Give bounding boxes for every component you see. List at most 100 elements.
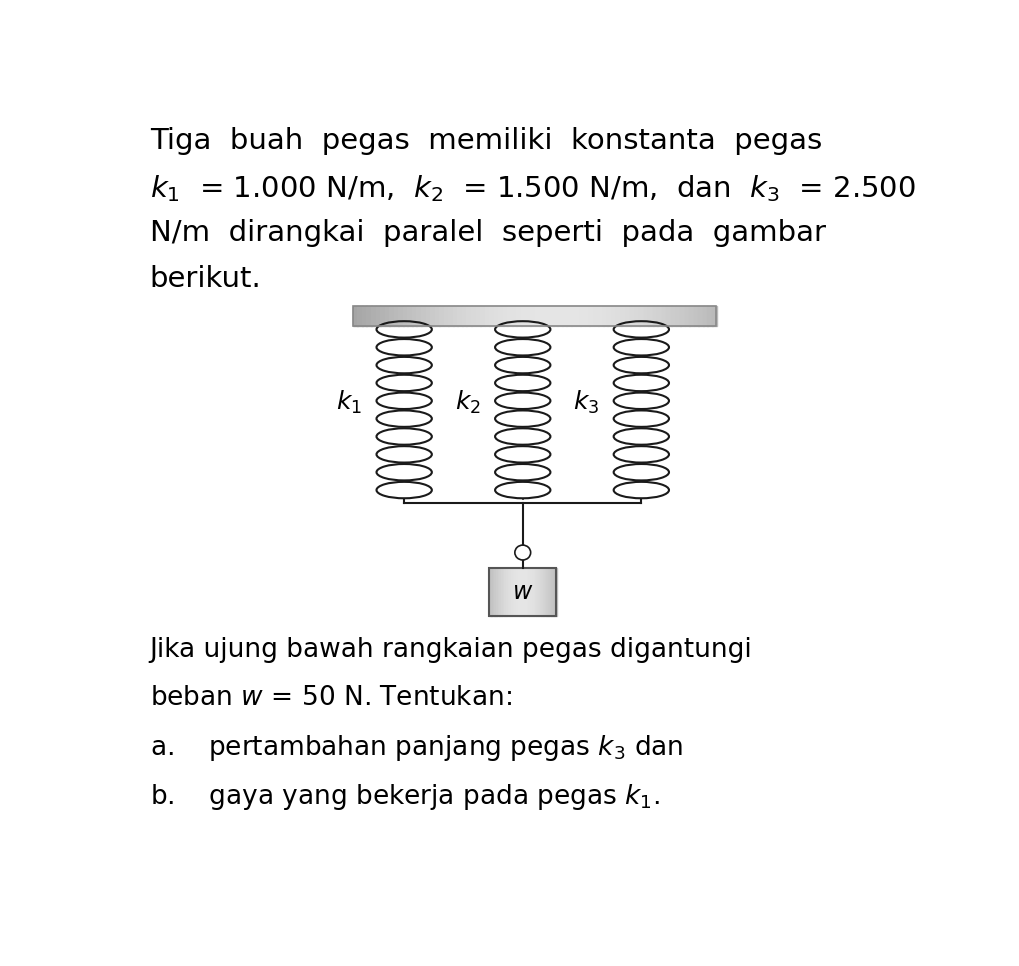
Bar: [489, 568, 555, 616]
Bar: [571, 305, 576, 327]
Text: $w$: $w$: [512, 580, 533, 604]
Bar: [526, 568, 528, 616]
Bar: [556, 305, 562, 327]
Bar: [380, 305, 385, 327]
Bar: [492, 568, 494, 616]
Ellipse shape: [613, 464, 668, 480]
Bar: [512, 305, 517, 327]
Bar: [375, 305, 380, 327]
Bar: [495, 568, 498, 616]
Bar: [550, 568, 553, 616]
Bar: [689, 305, 694, 327]
Ellipse shape: [613, 321, 668, 337]
Bar: [466, 305, 472, 327]
Bar: [698, 305, 703, 327]
Bar: [371, 305, 376, 327]
Bar: [516, 568, 518, 616]
Bar: [534, 305, 539, 327]
Bar: [508, 568, 512, 616]
Ellipse shape: [376, 356, 431, 373]
Ellipse shape: [613, 375, 668, 391]
Bar: [541, 568, 543, 616]
Ellipse shape: [376, 375, 431, 391]
Bar: [498, 568, 501, 616]
Bar: [353, 305, 358, 327]
Ellipse shape: [494, 411, 550, 427]
Bar: [693, 305, 698, 327]
Bar: [357, 305, 363, 327]
Ellipse shape: [494, 482, 550, 498]
Bar: [384, 305, 389, 327]
Bar: [531, 568, 533, 616]
Bar: [407, 305, 413, 327]
Bar: [598, 305, 603, 327]
Bar: [593, 305, 598, 327]
Bar: [489, 568, 491, 616]
Bar: [584, 305, 589, 327]
Ellipse shape: [376, 321, 431, 337]
Bar: [534, 568, 536, 616]
Bar: [539, 568, 541, 616]
Text: $k_2$: $k_2$: [454, 388, 480, 416]
Ellipse shape: [376, 411, 431, 427]
Bar: [680, 305, 685, 327]
Bar: [514, 568, 517, 616]
Ellipse shape: [494, 356, 550, 373]
Bar: [489, 305, 494, 327]
Bar: [494, 568, 496, 616]
Bar: [493, 305, 498, 327]
Ellipse shape: [613, 339, 668, 355]
Bar: [500, 568, 503, 616]
Bar: [393, 305, 398, 327]
Bar: [546, 568, 548, 616]
Circle shape: [515, 545, 530, 560]
Text: Tiga  buah  pegas  memiliki  konstanta  pegas: Tiga buah pegas memiliki konstanta pegas: [150, 128, 821, 156]
Bar: [543, 305, 548, 327]
Bar: [554, 568, 556, 616]
Bar: [552, 305, 557, 327]
Ellipse shape: [494, 428, 550, 444]
Text: $k_3$: $k_3$: [573, 388, 599, 416]
Ellipse shape: [494, 446, 550, 463]
Bar: [532, 568, 535, 616]
Bar: [462, 305, 467, 327]
Bar: [434, 305, 439, 327]
Ellipse shape: [376, 446, 431, 463]
Bar: [403, 305, 408, 327]
Bar: [606, 305, 612, 327]
Bar: [621, 305, 626, 327]
Bar: [511, 568, 513, 616]
Bar: [530, 305, 535, 327]
Bar: [542, 568, 545, 616]
Bar: [539, 305, 544, 327]
Bar: [575, 305, 580, 327]
Ellipse shape: [376, 464, 431, 480]
Bar: [671, 305, 676, 327]
Bar: [547, 305, 553, 327]
Bar: [615, 305, 622, 327]
Bar: [580, 305, 585, 327]
Ellipse shape: [494, 375, 550, 391]
Bar: [518, 568, 520, 616]
Bar: [602, 305, 607, 327]
Bar: [412, 305, 417, 327]
Bar: [652, 305, 657, 327]
Bar: [665, 305, 672, 327]
Bar: [513, 568, 515, 616]
Bar: [547, 568, 550, 616]
Bar: [552, 568, 555, 616]
Ellipse shape: [376, 392, 431, 409]
Text: $k_1$  = 1.000 N/m,  $k_2$  = 1.500 N/m,  dan  $k_3$  = 2.500: $k_1$ = 1.000 N/m, $k_2$ = 1.500 N/m, da…: [150, 173, 915, 204]
Bar: [497, 305, 503, 327]
Text: berikut.: berikut.: [150, 266, 261, 294]
Bar: [625, 305, 630, 327]
Ellipse shape: [613, 392, 668, 409]
Bar: [566, 305, 572, 327]
Bar: [416, 305, 421, 327]
Bar: [529, 568, 532, 616]
Bar: [503, 568, 506, 616]
Bar: [471, 305, 476, 327]
Bar: [505, 568, 507, 616]
Ellipse shape: [613, 446, 668, 463]
Text: b.    gaya yang bekerja pada pegas $k_1$.: b. gaya yang bekerja pada pegas $k_1$.: [150, 781, 659, 811]
